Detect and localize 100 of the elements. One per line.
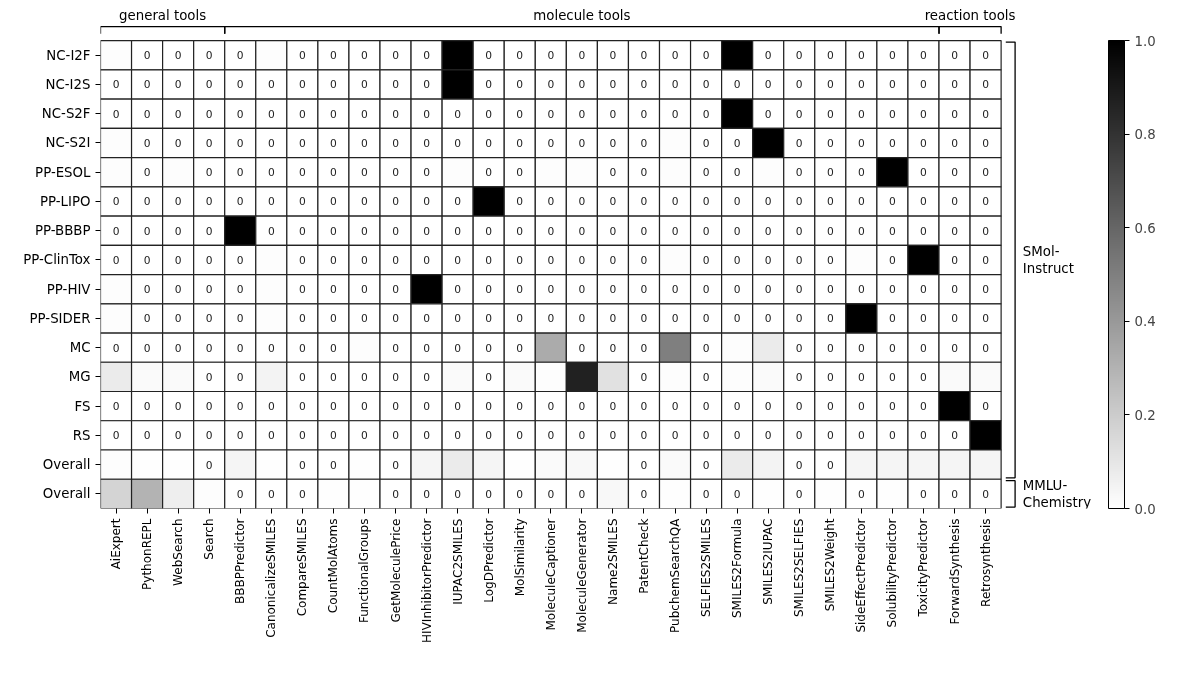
data-label: 0	[205, 78, 213, 92]
data-label: 0	[702, 429, 710, 443]
data-label: 0	[236, 370, 244, 384]
data-label: 0	[392, 370, 400, 384]
y-tick-label: NC-S2F	[41, 106, 91, 122]
data-label: 0	[609, 341, 617, 355]
data-label: 0	[236, 487, 244, 501]
x-tick-label: FunctionalGroups	[357, 518, 372, 624]
data-label: 0	[298, 312, 306, 326]
data-label: 0	[951, 78, 959, 92]
data-label: 0	[889, 341, 897, 355]
data-label: 0	[733, 253, 741, 267]
data-label: 0	[485, 400, 493, 414]
data-label: 0	[454, 487, 462, 501]
text: MMLU-Chemistry	[1022, 478, 1092, 510]
data-label: 0	[671, 195, 679, 209]
data-label: 0	[889, 195, 897, 209]
data-label: 0	[454, 341, 462, 355]
data-label: 0	[516, 195, 524, 209]
data-label: 0	[112, 224, 120, 238]
data-label: 0	[951, 253, 959, 267]
data-label: 0	[454, 136, 462, 150]
data-label: 0	[485, 341, 493, 355]
y-tick-label: Overall	[42, 457, 91, 473]
x-tick-label: CountMolAtoms	[326, 518, 341, 614]
data-label: 0	[795, 224, 803, 238]
data-label: 0	[112, 78, 120, 92]
data-label: 0	[205, 370, 213, 384]
data-label: 0	[733, 312, 741, 326]
data-label: 0	[578, 400, 586, 414]
x-tick-label: Search	[202, 518, 217, 560]
data-label: 0	[143, 312, 151, 326]
data-label: 0	[857, 195, 865, 209]
data-label: 0	[423, 487, 431, 501]
x-tick-label: AiExpert	[109, 518, 124, 570]
data-label: 0	[671, 107, 679, 121]
data-label: 0	[795, 312, 803, 326]
data-label: 0	[578, 283, 586, 297]
data-label: 0	[795, 458, 803, 472]
data-label: 0	[143, 400, 151, 414]
data-label: 0	[951, 283, 959, 297]
data-label: 0	[516, 487, 524, 501]
data-label: 0	[516, 107, 524, 121]
data-label: 0	[298, 224, 306, 238]
data-label: 0	[609, 49, 617, 63]
data-label: 0	[578, 136, 586, 150]
data-label: 0	[547, 136, 555, 150]
data-label: 0	[671, 49, 679, 63]
data-label: 0	[702, 195, 710, 209]
data-label: 0	[423, 107, 431, 121]
data-label: 0	[764, 253, 772, 267]
data-label: 0	[547, 78, 555, 92]
data-label: 0	[298, 107, 306, 121]
y-tick-label: FS	[74, 398, 91, 414]
data-label: 0	[702, 224, 710, 238]
data-label: 0	[112, 195, 120, 209]
data-label: 0	[516, 283, 524, 297]
data-label: 0	[330, 341, 338, 355]
data-label: 0	[361, 49, 369, 63]
data-label: 0	[889, 49, 897, 63]
data-label: 0	[298, 429, 306, 443]
data-label: 0	[857, 400, 865, 414]
data-label: 0	[951, 107, 959, 121]
data-label: 0	[547, 195, 555, 209]
data-label: 0	[702, 283, 710, 297]
data-label: 0	[640, 136, 648, 150]
data-label: 0	[702, 166, 710, 180]
data-label: 0	[330, 429, 338, 443]
data-label: 0	[733, 487, 741, 501]
data-label: 0	[826, 458, 834, 472]
data-label: 0	[982, 400, 990, 414]
data-label: 0	[516, 429, 524, 443]
data-label: 0	[330, 49, 338, 63]
data-label: 0	[236, 283, 244, 297]
data-label: 0	[702, 312, 710, 326]
data-label: 0	[236, 253, 244, 267]
data-label: 0	[702, 136, 710, 150]
data-label: 0	[361, 429, 369, 443]
data-label: 0	[889, 370, 897, 384]
data-label: 0	[143, 253, 151, 267]
data-label: 0	[578, 253, 586, 267]
data-label: 0	[205, 166, 213, 180]
data-label: 0	[485, 487, 493, 501]
x-tick-label: ForwardSynthesis	[947, 518, 962, 625]
data-label: 0	[547, 429, 555, 443]
data-label: 0	[361, 107, 369, 121]
data-label: 0	[174, 49, 182, 63]
data-label: 0	[609, 253, 617, 267]
color-bar-label: 0.4	[1134, 314, 1156, 330]
data-label: 0	[795, 107, 803, 121]
data-label: 0	[392, 224, 400, 238]
data-label: 0	[547, 253, 555, 267]
data-label: 0	[236, 136, 244, 150]
data-label: 0	[826, 312, 834, 326]
data-label: 0	[392, 253, 400, 267]
data-label: 0	[982, 341, 990, 355]
y-tick-label: NC-I2S	[45, 76, 91, 92]
data-label: 0	[889, 224, 897, 238]
x-tick-label: IUPAC2SMILES	[450, 518, 465, 605]
data-label: 0	[485, 283, 493, 297]
